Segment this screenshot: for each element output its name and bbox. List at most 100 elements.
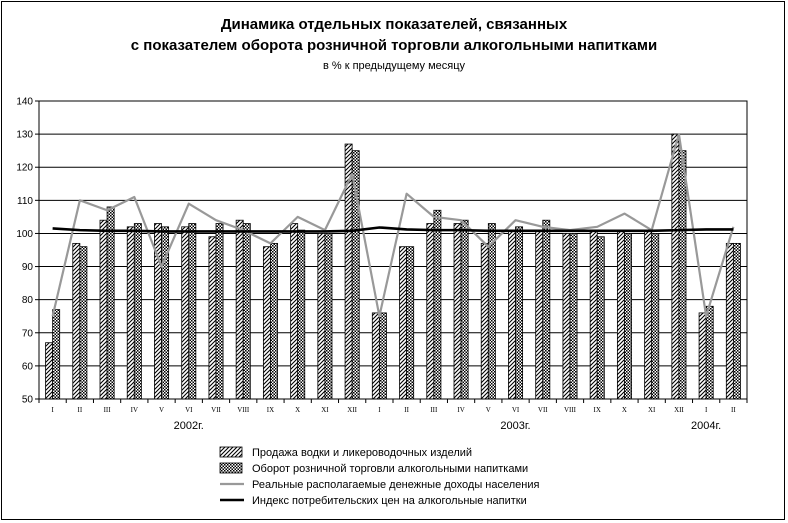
bar-vodka-sales (725, 242, 734, 400)
x-category-label: I (51, 406, 54, 414)
bar-alcohol-turnover (433, 209, 442, 400)
x-category-label: VII (538, 406, 548, 414)
line-cpi-alcohol (52, 226, 734, 233)
bar-alcohol-turnover (297, 229, 306, 400)
bar-vodka-sales (181, 226, 190, 400)
bar-vodka-sales (399, 246, 408, 400)
x-year-label: 2003г. (500, 420, 530, 432)
x-category-label: III (104, 406, 112, 414)
x-category-label: XI (648, 406, 656, 414)
x-category-label: VI (185, 406, 193, 414)
x-category-label: XII (347, 406, 357, 414)
bar-alcohol-turnover (569, 233, 578, 400)
y-tick-label: 90 (22, 262, 34, 273)
y-tick-label: 140 (16, 97, 33, 108)
x-category-label: VIII (564, 406, 577, 414)
bar-vodka-sales (235, 219, 244, 400)
x-category-label: I (705, 406, 708, 414)
bar-alcohol-turnover (515, 226, 524, 400)
bar-vodka-sales (698, 312, 707, 400)
bar-alcohol-turnover (79, 246, 88, 400)
bar-alcohol-turnover (270, 242, 278, 400)
x-category-label: II (78, 406, 83, 414)
x-category-label: XII (674, 406, 684, 414)
bar-vodka-sales (480, 242, 489, 400)
x-category-label: IX (267, 406, 274, 414)
bar-vodka-sales (562, 233, 571, 400)
bar-alcohol-turnover (378, 312, 387, 400)
y-tick-label: 60 (22, 361, 34, 372)
bar-vodka-sales (508, 229, 516, 400)
legend-label: Реальные располагаемые денежные доходы н… (252, 479, 540, 491)
y-tick-label: 110 (17, 196, 33, 207)
x-year-label: 2004г. (691, 420, 721, 432)
chart-title-line2: с показателем оборота розничной торговли… (131, 37, 658, 54)
bar-vodka-sales (317, 233, 326, 400)
bar-alcohol-turnover (651, 233, 660, 400)
legend-swatch (219, 462, 243, 474)
bar-alcohol-turnover (624, 233, 632, 400)
bar-alcohol-turnover (705, 305, 714, 400)
chart-title-line1: Динамика отдельных показателей, связанны… (221, 16, 568, 33)
legend-swatch (219, 446, 243, 458)
bar-alcohol-turnover (324, 233, 333, 400)
x-category-label: II (404, 406, 409, 414)
bar-vodka-sales (453, 223, 462, 400)
x-category-label: IV (131, 406, 138, 414)
bar-alcohol-turnover (732, 242, 741, 400)
bar-vodka-sales (371, 312, 380, 400)
bar-vodka-sales (426, 223, 435, 400)
bar-alcohol-turnover (542, 219, 551, 400)
y-tick-label: 50 (22, 395, 34, 406)
bar-alcohol-turnover (596, 236, 605, 400)
x-category-label: X (295, 406, 300, 414)
axes (35, 100, 748, 403)
legend: Продажа водки и ликероводочных изделий Об… (219, 446, 540, 507)
x-category-label: I (378, 406, 381, 414)
y-tick-label: 80 (22, 295, 34, 306)
series-lines (51, 133, 735, 318)
bar-vodka-sales (644, 229, 653, 400)
x-category-label: IV (457, 406, 464, 414)
bar-vodka-sales (126, 226, 135, 400)
legend-label: Продажа водки и ликероводочных изделий (252, 447, 472, 459)
chart-subtitle: в % к предыдущему месяцу (323, 60, 466, 72)
bar-alcohol-turnover (487, 223, 496, 400)
bar-vodka-sales (589, 229, 598, 400)
y-tick-label: 120 (16, 163, 33, 174)
x-category-label: V (159, 406, 164, 414)
bar-vodka-sales (99, 219, 108, 400)
bar-alcohol-turnover (406, 246, 415, 400)
line-real-income (51, 133, 735, 318)
x-category-label: II (731, 406, 736, 414)
x-category-label: IX (594, 406, 601, 414)
bar-vodka-sales (45, 342, 54, 400)
x-category-label: X (622, 406, 627, 414)
bar-vodka-sales (290, 223, 299, 400)
bar-vodka-sales (72, 242, 81, 400)
bar-vodka-sales (671, 133, 680, 400)
x-year-label: 2002г. (174, 420, 204, 432)
bar-alcohol-turnover (106, 206, 115, 400)
bar-alcohol-turnover (215, 223, 224, 400)
bars (45, 133, 741, 400)
x-category-label: VII (211, 406, 221, 414)
bar-alcohol-turnover (460, 219, 469, 400)
x-category-label: V (486, 406, 491, 414)
bar-alcohol-turnover (133, 223, 142, 400)
bar-vodka-sales (262, 246, 271, 400)
y-tick-label: 70 (22, 328, 34, 339)
x-category-label: III (430, 406, 438, 414)
bar-alcohol-turnover (678, 150, 687, 400)
bar-vodka-sales (535, 229, 544, 400)
y-tick-label: 100 (16, 229, 33, 240)
x-category-label: VI (512, 406, 520, 414)
x-category-label: VIII (237, 406, 250, 414)
bar-vodka-sales (208, 236, 217, 400)
bar-alcohol-turnover (242, 223, 251, 400)
legend-label: Оборот розничной торговли алкогольными н… (252, 463, 528, 475)
bar-alcohol-turnover (188, 223, 197, 400)
